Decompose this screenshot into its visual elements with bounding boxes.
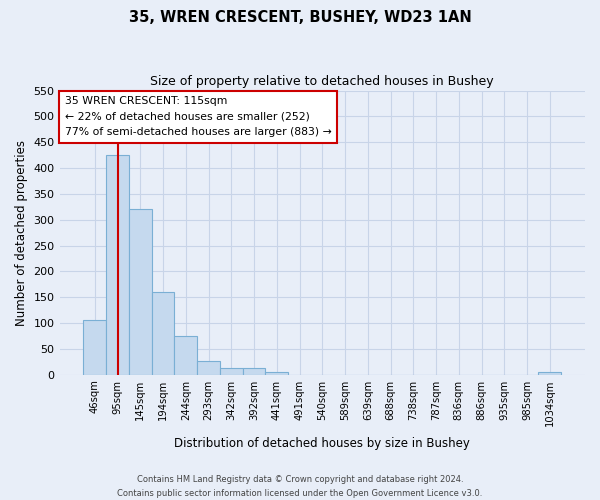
Bar [83, 320, 106, 374]
Bar [197, 360, 220, 374]
X-axis label: Distribution of detached houses by size in Bushey: Distribution of detached houses by size … [175, 437, 470, 450]
Bar [175, 336, 197, 374]
Bar [129, 210, 152, 374]
Bar [220, 368, 242, 374]
Bar [152, 292, 175, 374]
Text: 35, WREN CRESCENT, BUSHEY, WD23 1AN: 35, WREN CRESCENT, BUSHEY, WD23 1AN [128, 10, 472, 25]
Bar [106, 155, 129, 374]
Bar [538, 372, 561, 374]
Bar [265, 372, 288, 374]
Y-axis label: Number of detached properties: Number of detached properties [15, 140, 28, 326]
Text: Contains HM Land Registry data © Crown copyright and database right 2024.
Contai: Contains HM Land Registry data © Crown c… [118, 476, 482, 498]
Title: Size of property relative to detached houses in Bushey: Size of property relative to detached ho… [151, 75, 494, 88]
Text: 35 WREN CRESCENT: 115sqm
← 22% of detached houses are smaller (252)
77% of semi-: 35 WREN CRESCENT: 115sqm ← 22% of detach… [65, 96, 332, 138]
Bar [242, 368, 265, 374]
